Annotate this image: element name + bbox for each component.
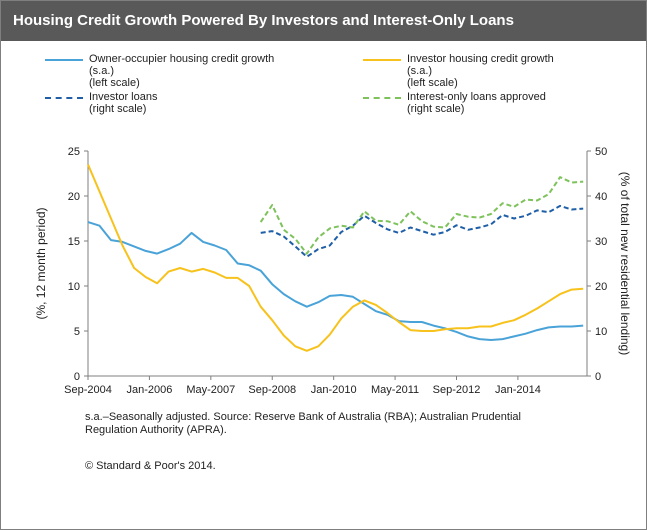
y2-axis-label: (% of total new residential lending): [618, 172, 632, 355]
x-tick-label: Jan-2006: [126, 384, 172, 396]
y-tick-label: 15: [68, 236, 80, 248]
legend-io-loans-label: Interest-only loans approved (right scal…: [407, 91, 546, 115]
series-line-investor-loans: [260, 204, 584, 258]
y2-tick-label: 50: [595, 146, 607, 158]
y-tick-label: 5: [74, 326, 80, 338]
legend-owner-swatch: [45, 59, 83, 61]
legend-io-loans-swatch: [363, 97, 401, 99]
series-line-owner-occupier-housing-credit-growth: [87, 221, 584, 341]
x-tick-label: Jan-2010: [311, 384, 357, 396]
x-tick-label: Sep-2004: [64, 384, 112, 396]
chart-svg: 0 5 10 15 20 25 0 10 20 30 40 50 Sep-2004 Jan-2006 May…: [34, 146, 632, 396]
x-tick-label: Jan-2014: [495, 384, 541, 396]
y2-tick-label: 40: [595, 191, 607, 203]
chart-series: [87, 164, 584, 352]
y2-tick-label: 30: [595, 236, 607, 248]
legend-investor-loans-swatch: [45, 97, 83, 99]
x-tick-label: May-2011: [371, 384, 419, 396]
x-tick-label: Sep-2008: [248, 384, 296, 396]
y-tick-label: 20: [68, 191, 80, 203]
series-line-investor-housing-credit-growth: [87, 164, 584, 352]
y-axis-label: (%, 12 month period): [34, 207, 48, 319]
legend-owner-label: Owner-occupier housing credit growth (s.…: [89, 53, 275, 89]
y2-tick-label: 0: [595, 371, 601, 383]
x-tick-label: Sep-2012: [433, 384, 481, 396]
chart-title: Housing Credit Growth Powered By Investo…: [13, 12, 514, 29]
series-line-interest-only-loans-approved: [259, 176, 584, 255]
y2-tick-label: 20: [595, 281, 607, 293]
source-note: s.a.–Seasonally adjusted. Source: Reserv…: [85, 411, 521, 436]
legend-investor-swatch: [363, 59, 401, 61]
y2-tick-label: 10: [595, 326, 607, 338]
copyright-note: © Standard & Poor's 2014.: [85, 460, 216, 472]
chart-axes: 0 5 10 15 20 25 0 10 20 30 40 50 Sep-2004 Jan-2006 May…: [64, 146, 607, 396]
y-tick-label: 10: [68, 281, 80, 293]
y-tick-label: 25: [68, 146, 80, 158]
title-bar: Housing Credit Growth Powered By Investo…: [1, 1, 646, 41]
x-tick-label: May-2007: [186, 384, 235, 396]
y-tick-label: 0: [74, 371, 80, 383]
legend-investor-loans-label: Investor loans (right scale): [89, 91, 158, 115]
legend-investor-label: Investor housing credit growth (s.a.) (l…: [407, 53, 554, 89]
